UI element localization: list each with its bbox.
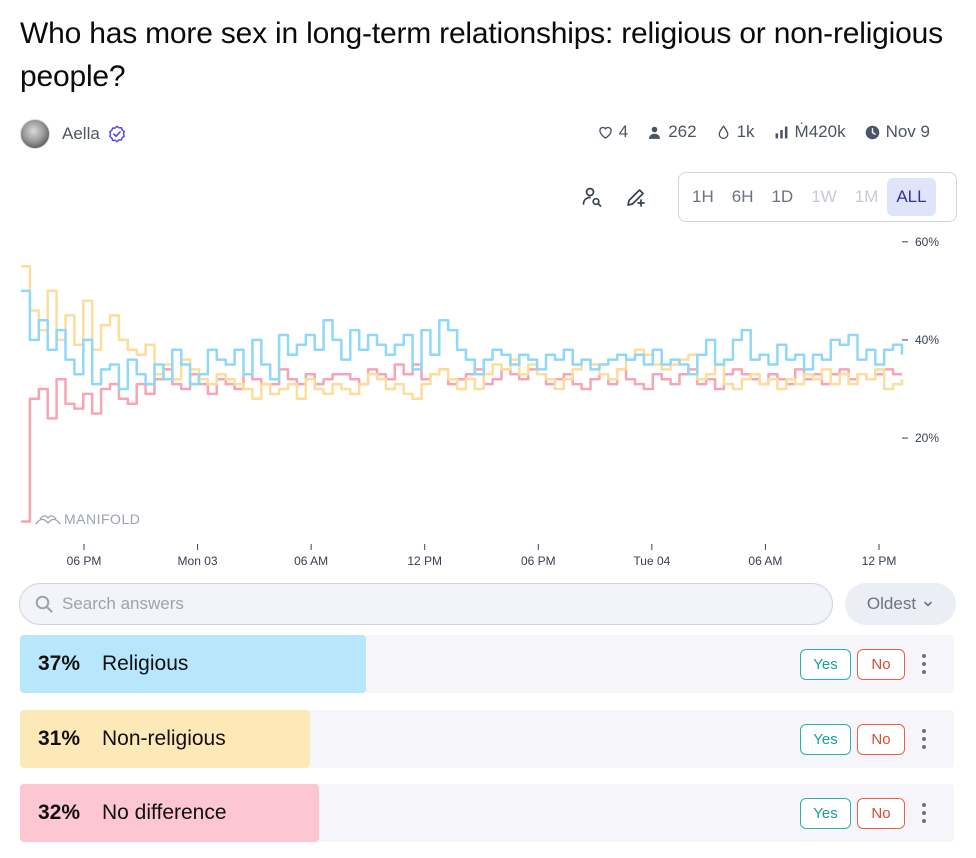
bar-chart-icon (775, 126, 787, 138)
y-tick-label: 20% (915, 431, 939, 445)
volume-stat: Ṁ420k (773, 122, 846, 142)
series-line-religious (21, 289, 904, 391)
x-axis: 06 PM Mon 03 06 AM 12 PM 06 PM Tue 04 06 AM 12 … (67, 544, 897, 568)
pencil-plus-icon (627, 189, 645, 207)
manifold-logo-icon (35, 515, 61, 525)
x-tick-label: 06 PM (521, 554, 556, 568)
x-tick-label: 06 PM (67, 554, 102, 568)
x-tick-label: 06 AM (748, 554, 782, 568)
x-tick-label: 06 AM (294, 554, 328, 568)
search-bar (19, 583, 833, 625)
answer-row[interactable]: 31% Non-religious Yes No (20, 710, 954, 768)
volume-value: Ṁ420k (794, 122, 846, 141)
x-tick-label: 12 PM (862, 554, 897, 568)
liquidity-value: 1k (736, 122, 755, 141)
traders-count: 262 (668, 122, 697, 141)
y-axis: 60% 40% 20% (902, 235, 939, 445)
answer-percent: 32% (38, 801, 81, 824)
market-title: Who has more sex in long-term relationsh… (20, 17, 943, 93)
chevron-down-icon (924, 601, 932, 607)
close-date-stat: Nov 9 (864, 122, 930, 142)
user-search-icon (582, 187, 602, 207)
range-1m-button[interactable]: 1M (854, 187, 879, 206)
sort-label: Oldest (866, 594, 917, 613)
watermark-text: MANIFOLD (64, 511, 140, 527)
time-range-selector: 1H 6H 1D 1W 1M ALL (678, 172, 957, 222)
y-tick-label: 40% (915, 333, 939, 347)
close-date: Nov 9 (885, 122, 930, 141)
heart-icon (599, 126, 612, 139)
search-icon (35, 595, 53, 613)
more-options-icon[interactable] (914, 724, 934, 754)
range-1w-button[interactable]: 1W (811, 187, 837, 206)
answer-percent: 31% (38, 727, 81, 750)
avatar[interactable] (20, 119, 50, 149)
bet-no-button[interactable]: No (857, 649, 905, 680)
y-tick-label: 60% (915, 235, 939, 249)
answer-label: Religious (102, 652, 189, 675)
add-annotation-button[interactable] (614, 175, 658, 219)
range-6h-button[interactable]: 6H (731, 187, 754, 206)
manifold-watermark: MANIFOLD (35, 511, 140, 527)
bet-no-button[interactable]: No (857, 798, 905, 829)
series-line-no-difference (21, 363, 902, 523)
range-all-button[interactable]: ALL (887, 178, 936, 216)
droplet-icon (718, 124, 729, 139)
user-icon (649, 126, 661, 139)
answer-probability-bar (20, 784, 319, 842)
market-stats: 4 262 1k Ṁ420k Nov 9 (597, 122, 930, 142)
bet-no-button[interactable]: No (857, 724, 905, 755)
chart-toolbar: 1H 6H 1D 1W 1M ALL (570, 172, 957, 222)
range-1h-button[interactable]: 1H (692, 187, 714, 206)
traders-stat: 262 (646, 122, 697, 142)
bet-yes-button[interactable]: Yes (800, 724, 851, 755)
probability-chart[interactable]: 60% 40% 20% 06 PM Mon 03 06 AM 12 PM 06 PM Tue … (0, 228, 976, 578)
author-row: Aella (20, 118, 126, 150)
chart-series-group (21, 265, 904, 523)
answer-row[interactable]: 32% No difference Yes No (20, 784, 954, 842)
x-tick-label: Tue 04 (633, 554, 670, 568)
user-search-button[interactable] (570, 175, 614, 219)
answer-percent: 37% (38, 652, 81, 675)
likes-count: 4 (618, 122, 629, 141)
answer-label: No difference (102, 801, 227, 824)
more-options-icon[interactable] (914, 649, 934, 679)
bet-yes-button[interactable]: Yes (800, 798, 851, 829)
bet-yes-button[interactable]: Yes (800, 649, 851, 680)
answer-label: Non-religious (102, 727, 226, 750)
more-options-icon[interactable] (914, 798, 934, 828)
search-input[interactable] (62, 594, 762, 614)
sort-dropdown[interactable]: Oldest (845, 583, 956, 625)
verified-badge-icon (108, 125, 125, 143)
clock-icon (865, 125, 879, 139)
answer-probability-bar (20, 710, 310, 768)
answer-row[interactable]: 37% Religious Yes No (20, 635, 954, 693)
liquidity-stat: 1k (715, 122, 755, 142)
author-name[interactable]: Aella (62, 124, 100, 143)
answer-probability-bar (20, 635, 366, 693)
x-tick-label: 12 PM (407, 554, 442, 568)
x-tick-label: Mon 03 (178, 554, 218, 568)
range-1d-button[interactable]: 1D (771, 187, 794, 206)
likes-stat[interactable]: 4 (597, 122, 628, 142)
